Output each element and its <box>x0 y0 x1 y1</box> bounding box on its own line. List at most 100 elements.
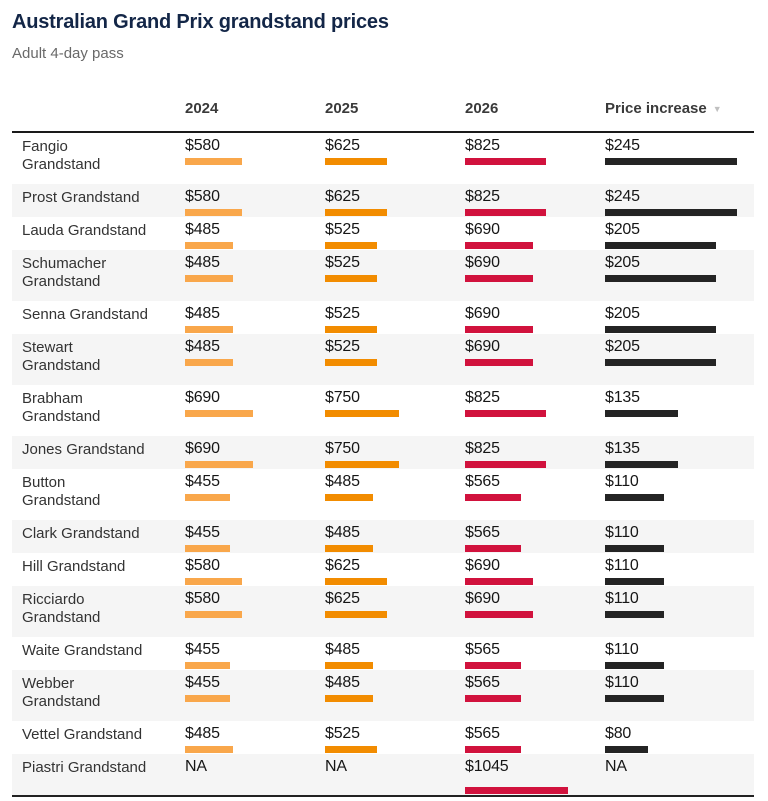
price-value: $525 <box>325 338 360 355</box>
price-value: $485 <box>325 641 360 658</box>
price-value: $825 <box>465 440 500 457</box>
price-value: $485 <box>185 305 220 322</box>
bar-price-increase <box>605 611 665 618</box>
bar-2024 <box>185 746 233 753</box>
bar-2024 <box>185 158 243 165</box>
cell-2026: $690 <box>465 217 605 250</box>
bar-2026 <box>465 158 547 165</box>
price-value: $565 <box>465 725 500 742</box>
table-row: Vettel Grandstand $485 $525 $565 $80 <box>12 721 754 754</box>
price-value: $525 <box>325 254 360 271</box>
cell-2026: $690 <box>465 553 605 586</box>
table-row: Lauda Grandstand $485 $525 $690 $205 <box>12 217 754 250</box>
price-value: $80 <box>605 725 632 742</box>
price-value: $110 <box>605 473 639 490</box>
cell-2025: $525 <box>325 721 465 754</box>
table-row: Jones Grandstand $690 $750 $825 $135 <box>12 436 754 469</box>
cell-2026: $565 <box>465 637 605 670</box>
bar-2024 <box>185 242 233 249</box>
bar-2025 <box>325 209 387 216</box>
price-value: $580 <box>185 590 220 607</box>
grandstand-name: Brabham Grandstand <box>22 390 101 425</box>
cell-2024: $580 <box>185 184 325 217</box>
cell-2024: NA <box>185 754 325 795</box>
bar-2025 <box>325 494 373 501</box>
bar-2026 <box>465 545 521 552</box>
table-row: Brabham Grandstand $690 $750 $825 $135 <box>12 385 754 436</box>
table-row: Fangio Grandstand $580 $625 $825 $245 <box>12 133 754 184</box>
price-value: $690 <box>465 557 500 574</box>
page-subtitle: Adult 4-day pass <box>12 45 124 62</box>
price-value: $690 <box>465 305 500 322</box>
grandstand-name: Stewart Grandstand <box>22 339 101 374</box>
price-value: $455 <box>185 524 220 541</box>
bar-price-increase <box>605 326 716 333</box>
price-value: $580 <box>185 557 220 574</box>
cell-2026: $690 <box>465 250 605 301</box>
table-row: Schumacher Grandstand $485 $525 $690 $205 <box>12 250 754 301</box>
grandstand-name: Vettel Grandstand <box>22 726 143 743</box>
cell-2026: $690 <box>465 334 605 385</box>
price-value: $485 <box>185 221 220 238</box>
cell-2024: $485 <box>185 217 325 250</box>
price-value: $625 <box>325 188 360 205</box>
price-value: NA <box>325 758 347 775</box>
price-value: $205 <box>605 221 640 238</box>
price-value: $525 <box>325 725 360 742</box>
bar-2026 <box>465 461 547 468</box>
cell-price-increase: $110 <box>605 670 754 721</box>
bar-2024 <box>185 662 230 669</box>
price-value: $750 <box>325 389 360 406</box>
cell-price-increase: $135 <box>605 436 754 469</box>
page-title: Australian Grand Prix grandstand prices <box>12 11 389 33</box>
grandstand-name: Lauda Grandstand <box>22 222 147 239</box>
cell-2026: $690 <box>465 301 605 334</box>
cell-price-increase: $135 <box>605 385 754 436</box>
bar-2026 <box>465 746 521 753</box>
column-header-2025: 2025 <box>325 100 359 117</box>
cell-2024: $580 <box>185 586 325 637</box>
cell-2025: $750 <box>325 436 465 469</box>
bar-2025 <box>325 158 387 165</box>
column-header-2024: 2024 <box>185 100 219 117</box>
price-value: $1045 <box>465 758 509 775</box>
price-value: $690 <box>465 221 500 238</box>
cell-2026: $1045 <box>465 754 605 795</box>
price-value: $135 <box>605 440 640 457</box>
grandstand-name: Senna Grandstand <box>22 306 148 323</box>
bar-2025 <box>325 410 399 417</box>
price-value: $110 <box>605 590 639 607</box>
grandstand-name: Clark Grandstand <box>22 525 140 542</box>
price-value: $825 <box>465 188 500 205</box>
price-value: $825 <box>465 137 500 154</box>
price-value: $110 <box>605 641 639 658</box>
cell-2024: $485 <box>185 250 325 301</box>
grandstand-name: Webber Grandstand <box>22 675 101 710</box>
bar-2024 <box>185 578 243 585</box>
cell-price-increase: $205 <box>605 334 754 385</box>
grandstand-name: Piastri Grandstand <box>22 759 147 776</box>
cell-price-increase: $110 <box>605 637 754 670</box>
bar-2026 <box>465 209 547 216</box>
grandstand-name: Ricciardo Grandstand <box>22 591 101 626</box>
cell-price-increase: $110 <box>605 520 754 553</box>
price-value: $485 <box>325 674 360 691</box>
bar-2026 <box>465 242 533 249</box>
cell-2025: $625 <box>325 586 465 637</box>
bar-price-increase <box>605 158 737 165</box>
cell-2026: $565 <box>465 469 605 520</box>
column-header-price-increase-label: Price increase <box>605 100 707 117</box>
price-value: $565 <box>465 524 500 541</box>
table-row: Clark Grandstand $455 $485 $565 $110 <box>12 520 754 553</box>
column-header-price-increase[interactable]: Price increase ▼ <box>605 100 754 119</box>
price-value: $455 <box>185 674 220 691</box>
cell-2024: $690 <box>185 436 325 469</box>
column-header-name <box>12 100 185 119</box>
cell-price-increase: $205 <box>605 250 754 301</box>
cell-2026: $565 <box>465 721 605 754</box>
cell-2025: $485 <box>325 469 465 520</box>
cell-2026: $565 <box>465 520 605 553</box>
bar-2025 <box>325 359 377 366</box>
table-row: Stewart Grandstand $485 $525 $690 $205 <box>12 334 754 385</box>
